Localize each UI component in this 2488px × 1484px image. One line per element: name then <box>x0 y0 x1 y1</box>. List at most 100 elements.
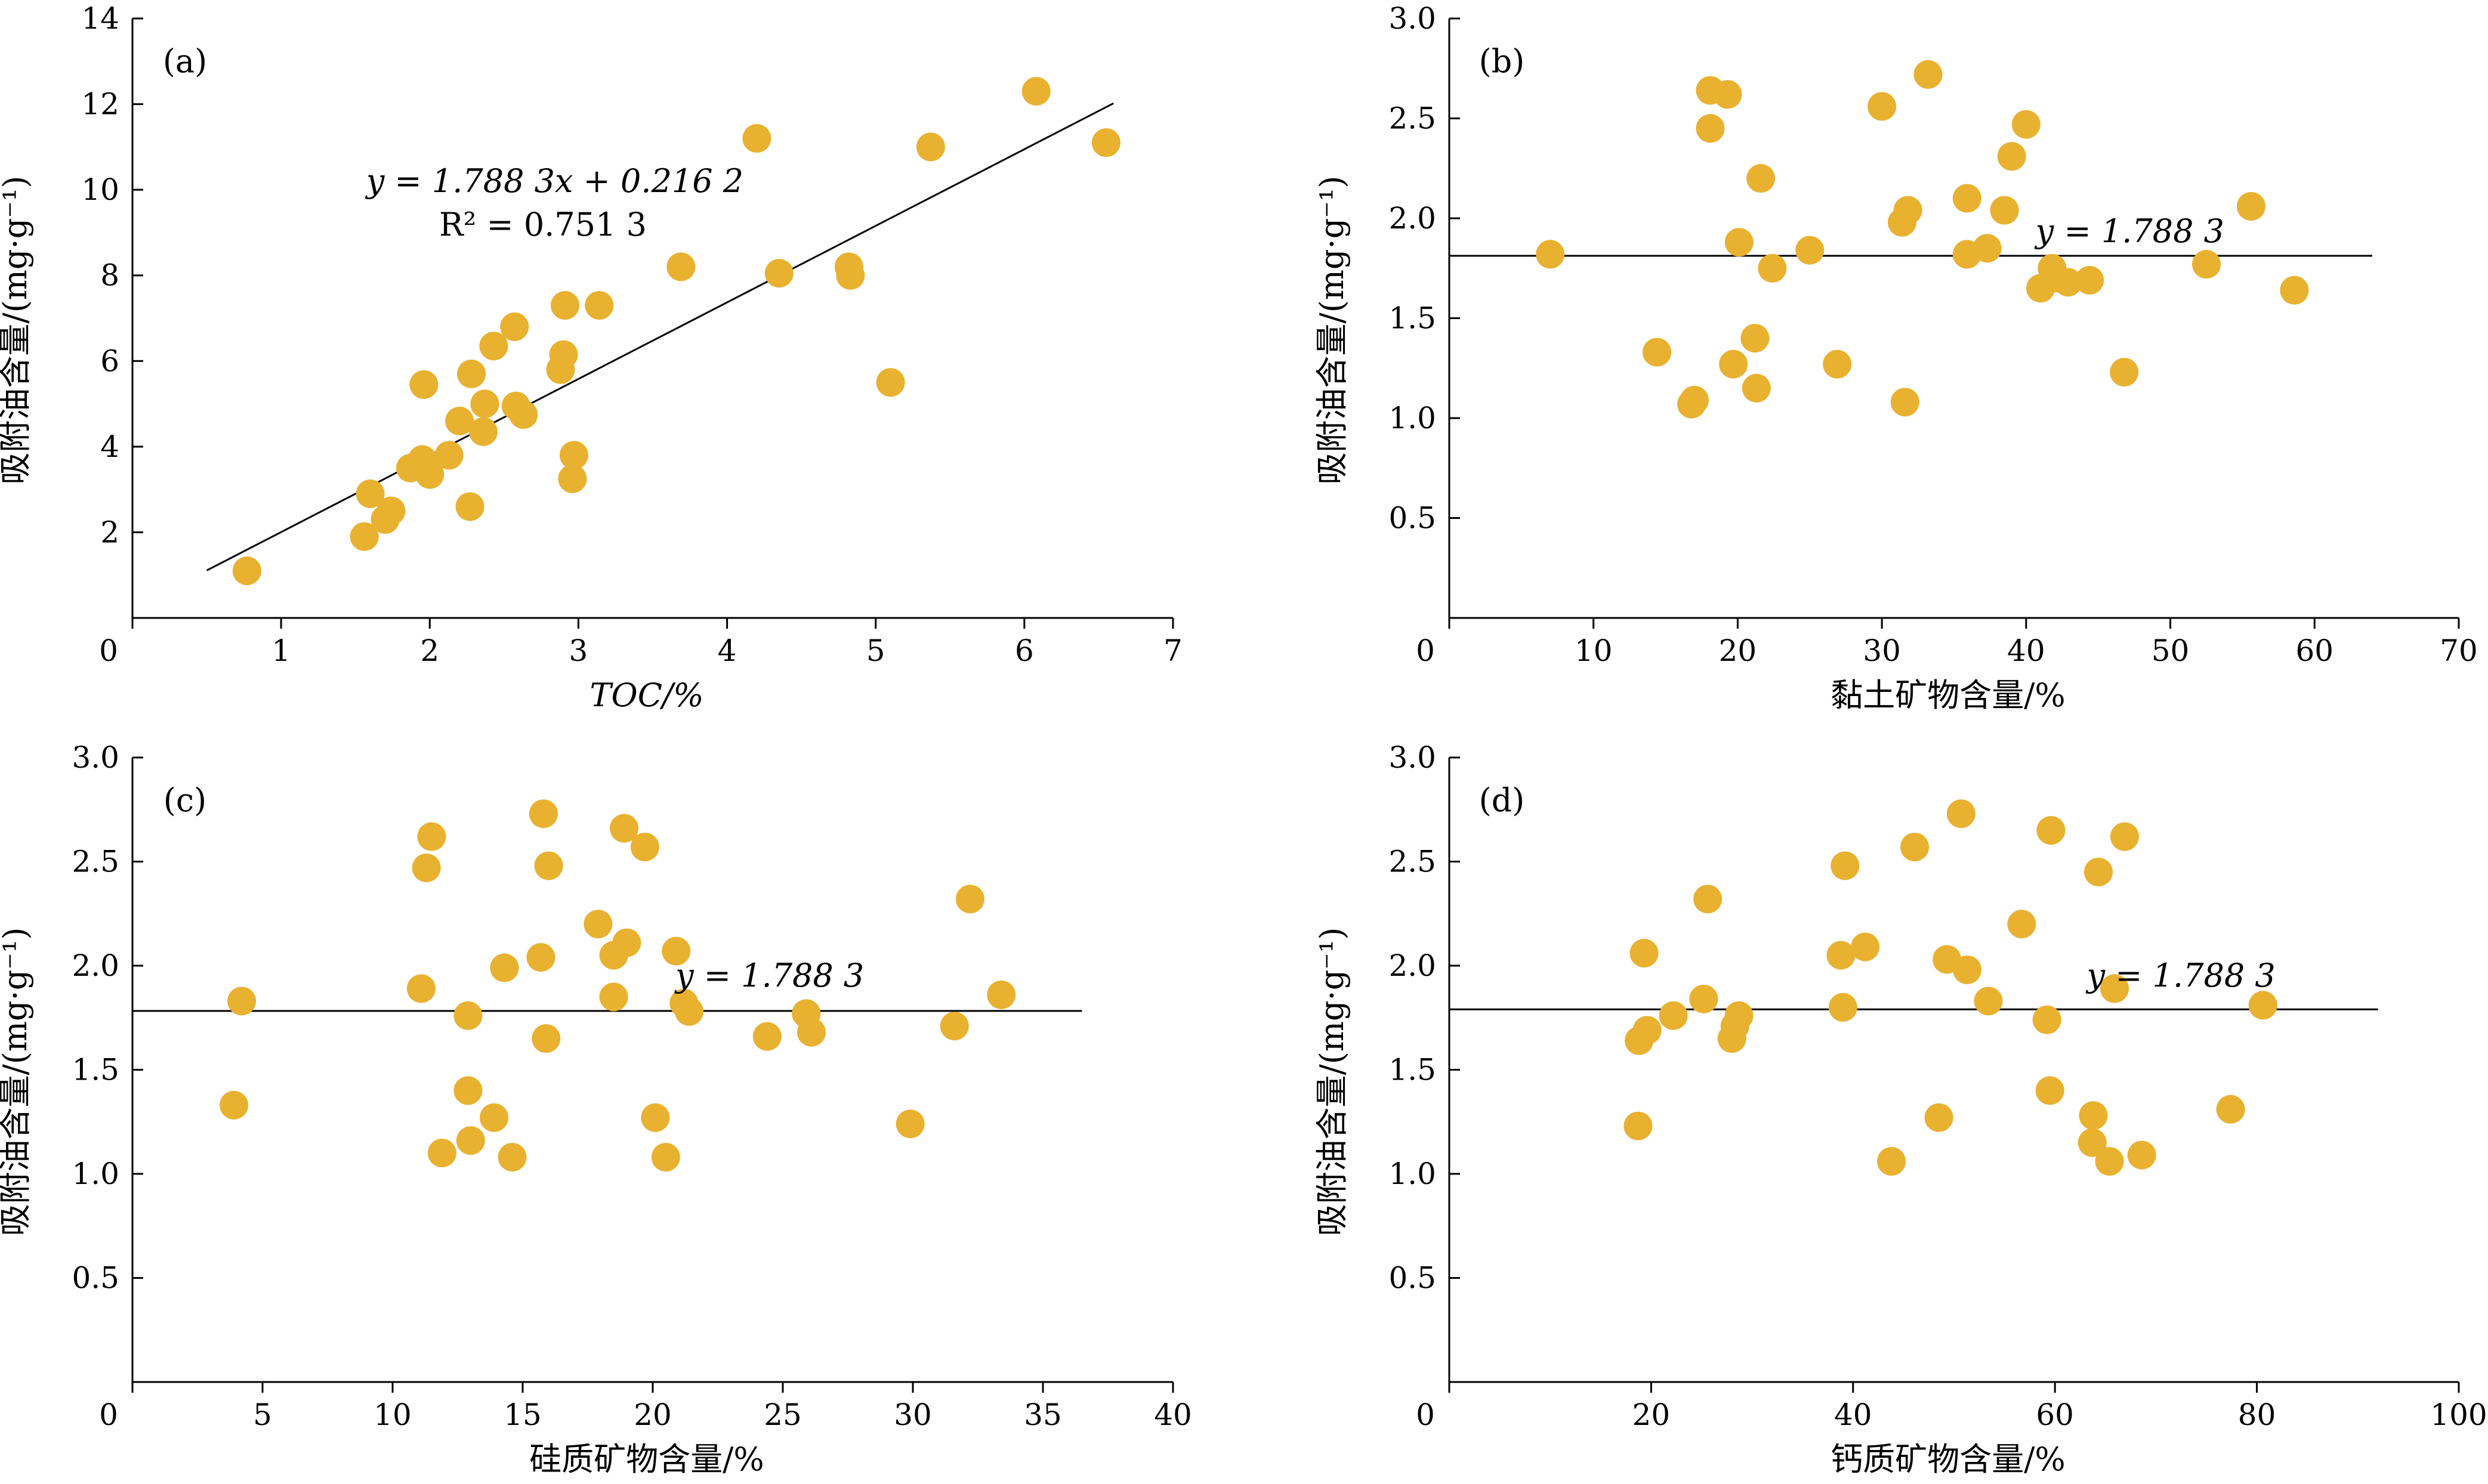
data-point <box>2075 265 2104 295</box>
y-tick-label: 2.5 <box>1388 101 1436 136</box>
data-point <box>1924 1103 1953 1132</box>
data-point <box>1680 385 1709 415</box>
chart-panel-c: 0 5 10 15 20 25 30 35 40 0.5 1.0 1.5 2.0 2.5 3.0 硅质矿物含量… <box>0 740 1192 1478</box>
data-point <box>445 406 474 435</box>
y-tick-label: 1.5 <box>1388 1053 1436 1087</box>
x-tick-label: 25 <box>764 1398 802 1432</box>
x-tick-label: 0 <box>1416 1398 1435 1432</box>
data-point <box>752 1022 782 1051</box>
data-point <box>1719 350 1748 379</box>
data-point <box>955 885 984 914</box>
data-point <box>612 928 641 957</box>
data-point <box>1659 1001 1688 1030</box>
x-tick-label: 6 <box>1015 633 1034 668</box>
line-annotation: y = 1.788 3 <box>2035 212 2224 250</box>
x-tick-label: 60 <box>2295 633 2333 668</box>
data-point <box>836 261 865 290</box>
data-point <box>2078 1128 2107 1157</box>
data-point <box>1830 851 1860 880</box>
data-point <box>2036 816 2066 845</box>
y-tick-label: 3.0 <box>1388 740 1436 775</box>
y-tick-label: 2.5 <box>1388 845 1436 879</box>
data-point <box>662 936 691 966</box>
data-point <box>1742 373 1771 403</box>
data-point <box>1974 987 2003 1016</box>
data-point <box>409 370 439 399</box>
data-point <box>1973 234 2002 263</box>
data-point <box>1689 984 1718 1013</box>
data-point <box>529 799 558 828</box>
data-point <box>1713 80 1742 109</box>
x-tick-label: 60 <box>2036 1398 2074 1432</box>
data-point <box>1997 142 2026 171</box>
data-point <box>2083 857 2113 886</box>
r-squared-label: R² = 0.751 3 <box>439 206 647 243</box>
data-point <box>470 389 499 419</box>
data-point <box>2079 1101 2108 1130</box>
data-point <box>2053 268 2082 297</box>
chart-panel-d: 0 20 40 60 80 100 0.5 1.0 1.5 2.0 2.5 3.0 钙质矿物含量/% 吸附… <box>1313 740 2487 1478</box>
y-tick-label: 1.5 <box>1388 301 1436 336</box>
data-point <box>764 259 794 288</box>
y-axis-label: 吸附油含量/(mg·g⁻¹) <box>1313 928 1351 1236</box>
data-point <box>1795 236 1825 265</box>
data-point <box>2280 276 2309 305</box>
panel-label: (a) <box>163 42 207 80</box>
x-tick-label: 35 <box>1024 1398 1062 1432</box>
x-tick-label: 20 <box>634 1398 672 1432</box>
data-point <box>232 556 261 586</box>
data-point <box>427 1139 456 1168</box>
data-point <box>2110 822 2139 851</box>
data-point <box>417 822 446 851</box>
x-tick-label: 2 <box>420 633 439 668</box>
data-point <box>1740 324 1770 353</box>
data-point <box>599 982 628 1012</box>
y-tick-label: 2.0 <box>1388 201 1436 236</box>
data-point <box>1693 885 1723 914</box>
data-point <box>2007 910 2036 939</box>
data-point <box>641 1103 670 1132</box>
data-point <box>2192 250 2221 279</box>
data-point <box>2127 1140 2156 1170</box>
y-tick-label: 2.5 <box>72 845 119 879</box>
data-point <box>2095 1147 2124 1176</box>
x-tick-label: 0 <box>99 1398 118 1432</box>
y-tick-label: 2 <box>100 515 119 549</box>
data-point <box>1952 184 1981 213</box>
data-point <box>630 833 659 862</box>
data-point <box>1091 128 1120 157</box>
x-tick-label: 5 <box>253 1398 272 1432</box>
data-point <box>1851 932 1880 961</box>
x-tick-label: 4 <box>718 633 737 668</box>
y-axis-label: 吸附油含量/(mg·g⁻¹) <box>1313 176 1351 485</box>
data-point <box>356 479 385 508</box>
data-point <box>480 1103 509 1132</box>
data-point <box>651 1143 680 1172</box>
y-tick-label: 10 <box>81 172 119 207</box>
data-point <box>1629 939 1659 968</box>
data-point <box>916 132 945 162</box>
data-point <box>1643 338 1672 367</box>
data-point <box>551 290 580 320</box>
x-tick-label: 0 <box>99 633 118 668</box>
y-tick-label: 0.5 <box>1388 1261 1436 1296</box>
data-point <box>498 1143 527 1172</box>
data-point <box>1021 77 1051 106</box>
x-tick-label: 3 <box>569 633 588 668</box>
data-point <box>1890 388 1919 417</box>
data-point <box>2248 991 2277 1020</box>
data-point <box>610 814 639 843</box>
data-point <box>1623 1111 1653 1140</box>
x-tick-label: 0 <box>1416 633 1435 668</box>
data-point <box>227 987 257 1016</box>
data-point <box>1536 240 1565 269</box>
data-point <box>500 312 529 341</box>
data-point <box>2032 1005 2061 1034</box>
x-tick-label: 30 <box>1863 633 1901 668</box>
data-point <box>1724 1001 1754 1030</box>
x-axis-label: 钙质矿物含量/% <box>1830 1440 2066 1478</box>
x-axis-label: TOC/% <box>589 676 703 714</box>
y-tick-label: 3.0 <box>1388 1 1436 36</box>
y-tick-label: 2.0 <box>1388 948 1436 983</box>
